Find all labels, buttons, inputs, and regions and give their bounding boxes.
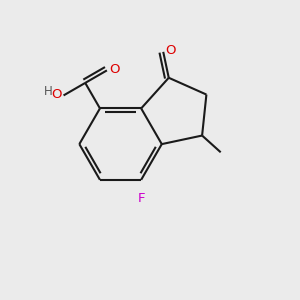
Text: O: O — [109, 63, 119, 76]
Text: O: O — [51, 88, 62, 101]
Text: H: H — [44, 85, 52, 98]
Text: F: F — [137, 192, 145, 206]
Text: O: O — [165, 44, 176, 57]
